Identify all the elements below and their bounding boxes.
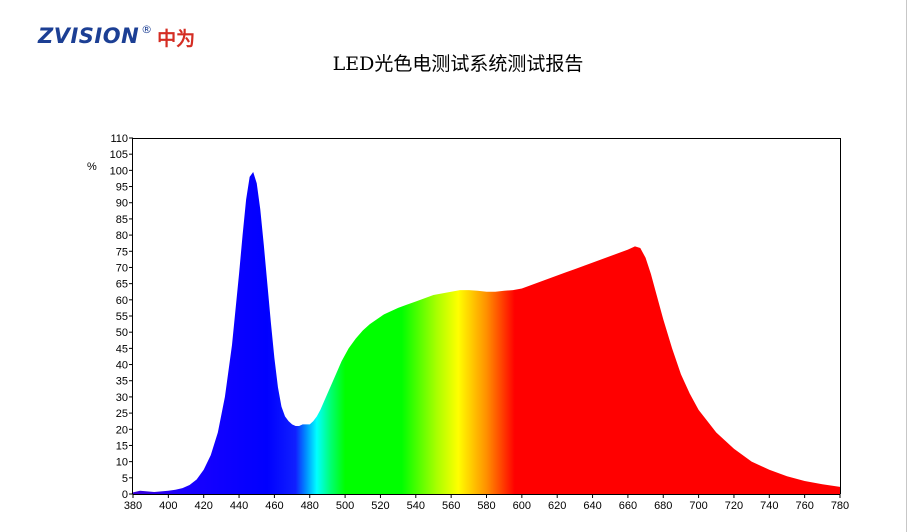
logo: ZVISION ® 中为 xyxy=(38,23,196,51)
y-tick-label: 35 xyxy=(116,376,128,388)
y-axis-unit-label: % xyxy=(87,161,97,173)
report-title: LED光色电测试系统测试报告 xyxy=(332,53,584,75)
spectrum-area xyxy=(133,171,840,495)
x-tick-label: 480 xyxy=(301,500,319,512)
x-tick-label: 700 xyxy=(689,500,707,512)
y-tick-label: 15 xyxy=(116,440,128,452)
y-tick-label: 80 xyxy=(116,230,128,242)
x-tick-label: 520 xyxy=(371,500,389,512)
y-tick-label: 45 xyxy=(116,343,128,355)
y-tick-label: 105 xyxy=(110,149,128,161)
x-tick-label: 440 xyxy=(230,500,248,512)
y-tick-label: 65 xyxy=(116,279,128,291)
y-tick-label: 110 xyxy=(110,133,128,145)
y-tick-label: 85 xyxy=(116,214,128,226)
y-tick-label: 30 xyxy=(116,392,128,404)
x-tick-label: 740 xyxy=(760,500,778,512)
x-tick-label: 760 xyxy=(795,500,813,512)
y-tick-label: 40 xyxy=(116,360,128,372)
x-tick-label: 380 xyxy=(124,500,142,512)
logo-registered-mark: ® xyxy=(141,23,153,36)
x-tick-label: 460 xyxy=(265,500,283,512)
x-tick-label: 400 xyxy=(159,500,177,512)
x-tick-label: 660 xyxy=(619,500,637,512)
x-tick-label: 640 xyxy=(583,500,601,512)
y-tick-label: 100 xyxy=(110,165,128,177)
x-tick-label: 500 xyxy=(336,500,354,512)
y-tick-label: 5 xyxy=(122,473,128,485)
y-tick-label: 20 xyxy=(116,424,128,436)
y-tick-label: 95 xyxy=(116,182,128,194)
logo-chinese-text: 中为 xyxy=(157,28,196,50)
x-tick-label: 600 xyxy=(513,500,531,512)
y-tick-label: 75 xyxy=(116,246,128,258)
x-tick-label: 620 xyxy=(548,500,566,512)
y-tick-label: 60 xyxy=(116,295,128,307)
x-tick-label: 420 xyxy=(195,500,213,512)
y-tick-label: 90 xyxy=(116,198,128,210)
y-tick-label: 0 xyxy=(122,489,128,501)
y-tick-label: 55 xyxy=(116,311,128,323)
x-tick-label: 540 xyxy=(407,500,425,512)
x-axis-ticks: 380 400 420 440 460 480 500 520 540 560 580 600 620 6… xyxy=(124,494,849,512)
page-edge-divider xyxy=(906,0,907,532)
y-tick-label: 50 xyxy=(116,327,128,339)
x-tick-label: 720 xyxy=(725,500,743,512)
y-tick-label: 25 xyxy=(116,408,128,420)
y-tick-label: 70 xyxy=(116,262,128,274)
x-tick-label: 780 xyxy=(831,500,849,512)
logo-text: ZVISION xyxy=(38,24,140,48)
x-tick-label: 680 xyxy=(654,500,672,512)
x-tick-label: 560 xyxy=(442,500,460,512)
y-axis-ticks: 0 5 10 15 20 25 30 35 40 45 50 55 60 65 70 75 80 85 90 95 10… xyxy=(110,133,133,501)
x-tick-label: 580 xyxy=(477,500,495,512)
y-tick-label: 10 xyxy=(116,457,128,469)
